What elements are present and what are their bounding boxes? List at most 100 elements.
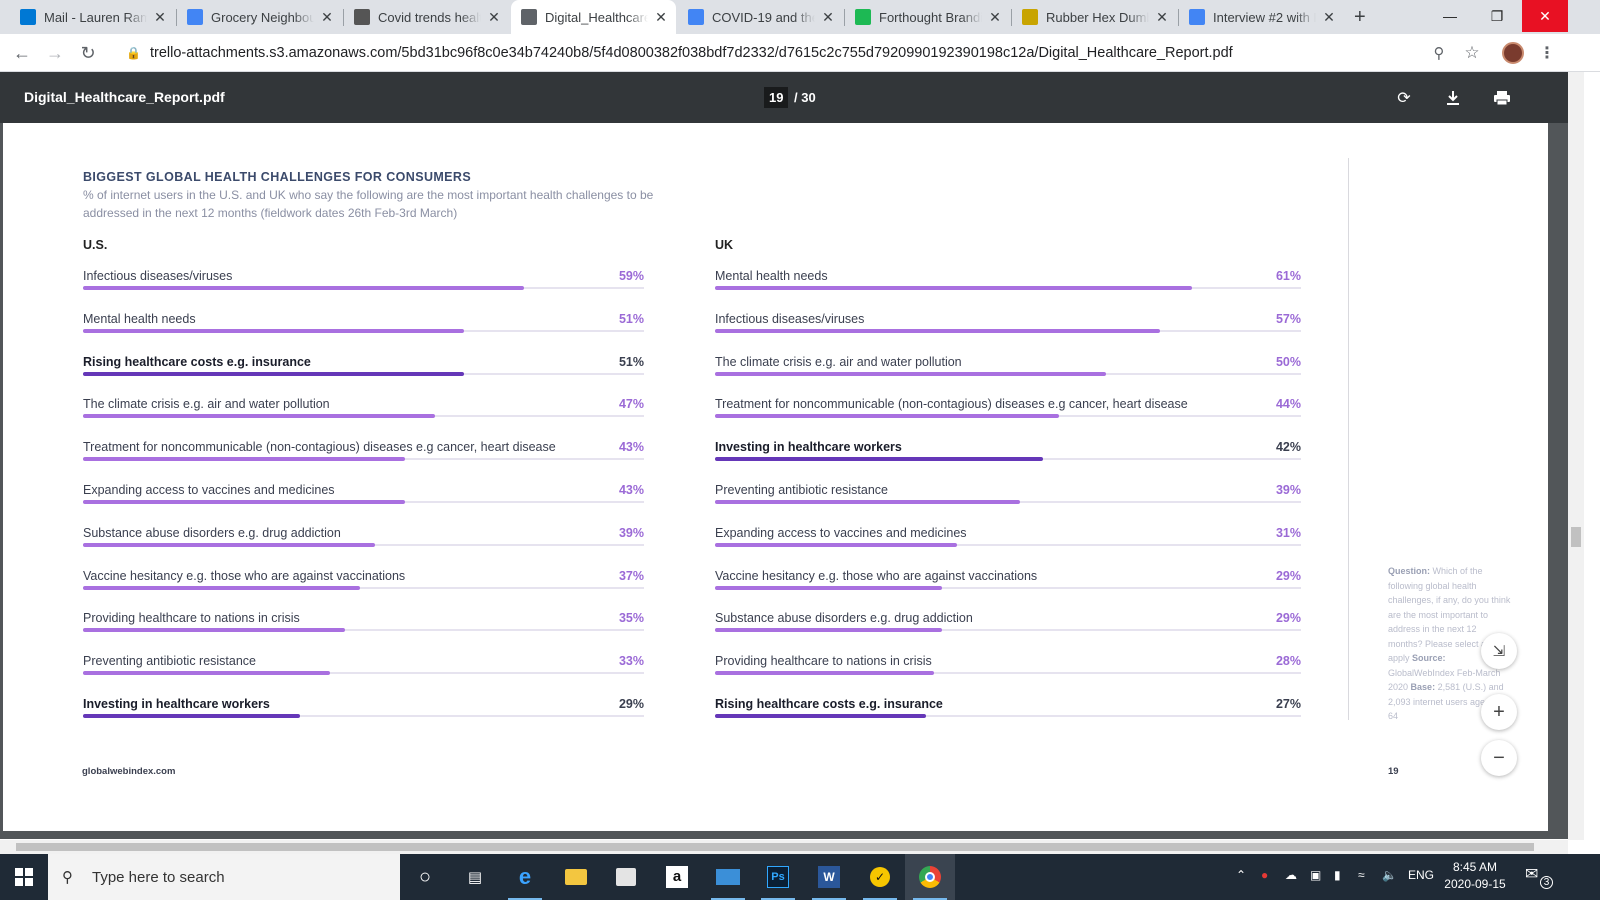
vertical-scroll-thumb[interactable]: [1571, 527, 1581, 547]
category-label: Infectious diseases/viruses: [715, 311, 865, 326]
display-tray-icon[interactable]: ▣: [1310, 868, 1322, 882]
browser-tab[interactable]: Grocery Neighbourhood ✕: [177, 0, 342, 34]
base-text: 2,581 (U.S.) and 2,093 internet users ag…: [1388, 682, 1506, 721]
tab-separator: [176, 9, 177, 26]
question-label: Question:: [1388, 566, 1430, 576]
edge-icon[interactable]: e: [500, 854, 550, 900]
bar: [715, 371, 1106, 376]
word-icon[interactable]: W: [804, 854, 854, 900]
file-explorer-icon[interactable]: [551, 854, 601, 900]
store-icon[interactable]: [601, 854, 651, 900]
store-icon: [1022, 9, 1038, 25]
category-label: The climate crisis e.g. air and water po…: [83, 397, 330, 412]
browser-tab[interactable]: Mail - Lauren Ramirez ✕: [10, 0, 175, 34]
wifi-icon[interactable]: ≈: [1358, 868, 1365, 882]
horizontal-scrollbar[interactable]: [0, 840, 1568, 854]
horizontal-scroll-thumb[interactable]: [16, 843, 1534, 851]
notification-center-icon[interactable]: ✉: [1525, 866, 1539, 883]
chrome-menu-icon[interactable]: ⋮: [1539, 45, 1555, 62]
outlook-icon: [20, 9, 36, 25]
bar: [83, 328, 465, 333]
profile-avatar[interactable]: [1500, 40, 1526, 66]
new-tab-button[interactable]: +: [1354, 5, 1366, 28]
zoom-in-button[interactable]: +: [1481, 694, 1517, 730]
close-tab-icon[interactable]: ✕: [1156, 8, 1168, 25]
zoom-icon[interactable]: ⚲: [1433, 45, 1445, 62]
fit-page-button[interactable]: ⇲: [1481, 633, 1517, 669]
chart-row: Rising healthcare costs e.g. insurance 51…: [83, 355, 644, 385]
download-icon[interactable]: [1441, 86, 1465, 110]
chart-row: Treatment for noncommunicable (non-conta…: [715, 397, 1301, 427]
chrome-icon[interactable]: [905, 854, 955, 900]
cortana-icon[interactable]: ○: [418, 865, 432, 888]
category-label: Expanding access to vaccines and medicin…: [715, 525, 967, 540]
photoshop-icon[interactable]: Ps: [753, 854, 803, 900]
browser-tab[interactable]: Covid trends health ✕: [344, 0, 509, 34]
pdf-toolbar: Digital_Healthcare_Report.pdf 19 / 30 ⟳: [0, 72, 1568, 123]
chart-row: The climate crisis e.g. air and water po…: [83, 397, 644, 427]
uk-heading: UK: [715, 238, 734, 252]
norton-icon[interactable]: ✓: [855, 854, 905, 900]
close-tab-icon[interactable]: ✕: [1323, 8, 1335, 25]
browser-tab[interactable]: Rubber Hex Dumbbell ✕: [1012, 0, 1177, 34]
system-clock[interactable]: 8:45 AM 2020-09-15: [1440, 859, 1510, 893]
close-tab-icon[interactable]: ✕: [321, 8, 333, 25]
taskbar-search-box[interactable]: ⚲ Type here to search: [48, 854, 400, 900]
minimize-button[interactable]: —: [1443, 8, 1457, 24]
value-label: 39%: [1275, 483, 1301, 497]
chart-row: The climate crisis e.g. air and water po…: [715, 355, 1301, 385]
reload-button[interactable]: ↻: [80, 42, 96, 63]
start-button[interactable]: [0, 854, 48, 900]
close-tab-icon[interactable]: ✕: [989, 8, 1001, 25]
browser-tab[interactable]: COVID-19 and the ✕: [678, 0, 843, 34]
close-tab-icon[interactable]: ✕: [488, 8, 500, 25]
bar: [83, 500, 405, 504]
print-icon[interactable]: [1490, 86, 1514, 110]
pdf-viewer: BIGGEST GLOBAL HEALTH CHALLENGES FOR CON…: [0, 123, 1568, 839]
back-button[interactable]: ←: [13, 42, 31, 63]
category-label: Substance abuse disorders e.g. drug addi…: [715, 611, 973, 626]
close-window-button[interactable]: ✕: [1522, 0, 1568, 32]
vertical-scrollbar[interactable]: [1568, 72, 1584, 840]
value-label: 57%: [1275, 311, 1301, 326]
bar-track: [83, 629, 644, 632]
browser-tab[interactable]: Digital_Healthcare ✕: [511, 0, 676, 34]
mail-icon[interactable]: [703, 854, 753, 900]
value-label: 42%: [1275, 440, 1301, 455]
bar: [715, 414, 1059, 419]
value-label: 37%: [618, 568, 644, 583]
column-divider: [1348, 158, 1349, 720]
tab-title: Mail - Lauren Ramirez: [44, 9, 147, 25]
url-field[interactable]: 🔒 trello-attachments.s3.amazonaws.com/5b…: [118, 39, 1508, 67]
volume-icon[interactable]: 🔈: [1382, 868, 1397, 882]
category-label: Vaccine hesitancy e.g. those who are aga…: [83, 568, 406, 583]
task-view-icon[interactable]: ▤: [467, 869, 483, 886]
bookmark-star-icon[interactable]: ☆: [1464, 43, 1480, 62]
close-tab-icon[interactable]: ✕: [822, 8, 834, 25]
close-tab-icon[interactable]: ✕: [655, 8, 667, 25]
bar-track: [715, 543, 1301, 546]
browser-tab[interactable]: Forthought Branding ✕: [845, 0, 1010, 34]
category-label: Investing in healthcare workers: [715, 440, 902, 455]
antivirus-tray-icon[interactable]: ●: [1261, 868, 1269, 882]
close-tab-icon[interactable]: ✕: [154, 8, 166, 25]
tray-overflow-icon[interactable]: ⌃: [1236, 868, 1247, 882]
value-label: 29%: [618, 697, 644, 711]
forward-button[interactable]: →: [46, 42, 64, 63]
restore-button[interactable]: ❐: [1490, 7, 1504, 24]
value-label: 29%: [1275, 611, 1301, 626]
amazon-icon[interactable]: a: [652, 854, 702, 900]
page-number-input[interactable]: 19: [764, 87, 789, 108]
onedrive-icon[interactable]: ☁: [1285, 868, 1297, 882]
language-indicator[interactable]: ENG: [1408, 868, 1435, 882]
browser-tab[interactable]: Interview #2 with P ✕: [1179, 0, 1344, 34]
zoom-out-button[interactable]: −: [1481, 740, 1517, 776]
chart-row: Mental health needs 61%: [715, 269, 1301, 299]
rotate-icon[interactable]: ⟳: [1397, 90, 1411, 107]
value-label: 28%: [1275, 654, 1301, 669]
tab-title: Grocery Neighbourhood: [211, 9, 314, 25]
battery-icon[interactable]: ▮: [1334, 868, 1341, 882]
category-label: Preventing antibiotic resistance: [83, 654, 257, 669]
tab-title: COVID-19 and the: [712, 9, 815, 25]
windows-logo-icon: [15, 868, 33, 886]
